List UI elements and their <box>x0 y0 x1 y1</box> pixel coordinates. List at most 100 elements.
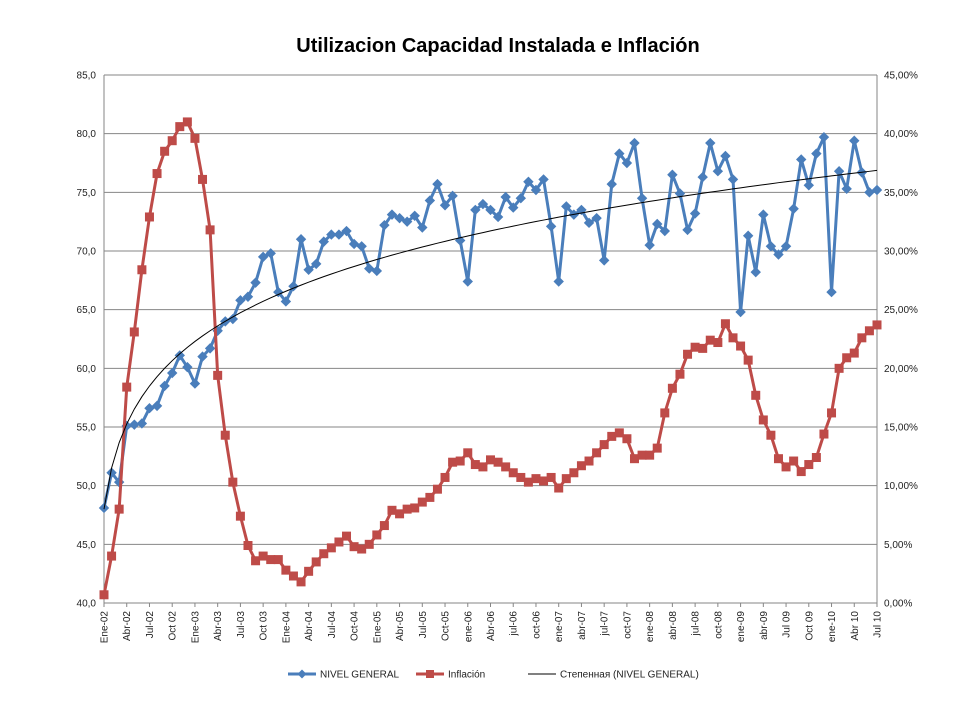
data-point-nivel-general <box>811 148 822 159</box>
data-point-nivel-general <box>833 166 845 177</box>
data-point-nivel-general <box>401 216 413 227</box>
x-tick-label: Oct 02 <box>168 611 179 641</box>
y-right-tick-label: 20,00% <box>884 364 918 375</box>
data-point-nivel-general <box>265 248 276 259</box>
data-point-nivel-general <box>409 210 420 222</box>
data-point-inflacion <box>258 551 268 561</box>
legend-label: Inflación <box>448 670 485 681</box>
x-tick-label: Abr 10 <box>850 611 861 641</box>
data-point-nivel-general <box>773 249 784 260</box>
data-point-nivel-general <box>364 263 375 274</box>
y-left-tick-label: 55,0 <box>77 423 97 434</box>
data-point-nivel-general <box>439 200 451 211</box>
data-point-inflacion <box>342 531 352 541</box>
y-right-tick-label: 45,00% <box>884 71 918 82</box>
data-point-nivel-general <box>318 236 329 247</box>
data-point-nivel-general <box>432 178 443 190</box>
data-point-nivel-general <box>674 188 686 199</box>
x-tick-label: ene-06 <box>463 611 474 643</box>
data-point-inflacion <box>561 474 571 484</box>
data-point-inflacion <box>796 467 806 477</box>
data-point-inflacion <box>198 174 208 184</box>
x-tick-label: Abr-05 <box>395 611 406 641</box>
y-left-tick-label: 50,0 <box>77 481 97 492</box>
y-left-tick-label: 45,0 <box>77 540 97 551</box>
data-point-nivel-general <box>242 291 254 302</box>
x-tick-label: jul-08 <box>691 611 702 637</box>
data-point-nivel-general <box>796 154 807 165</box>
data-point-nivel-general <box>182 361 193 373</box>
data-point-nivel-general <box>606 178 617 190</box>
data-point-inflacion <box>296 577 306 587</box>
data-point-nivel-general <box>492 211 504 223</box>
data-point-nivel-general <box>333 229 345 240</box>
x-tick-label: Ene-05 <box>372 611 383 644</box>
data-point-inflacion <box>546 472 556 482</box>
legend-item-inflacion: Inflación <box>416 670 485 681</box>
data-point-nivel-general <box>712 166 724 177</box>
data-point-inflacion <box>152 169 162 179</box>
data-point-inflacion <box>698 343 708 353</box>
data-point-nivel-general <box>417 222 428 233</box>
data-point-nivel-general <box>720 150 731 162</box>
data-point-nivel-general <box>644 239 655 251</box>
data-point-nivel-general <box>871 184 883 196</box>
data-point-inflacion <box>751 390 761 400</box>
data-point-nivel-general <box>500 191 511 203</box>
data-point-inflacion <box>228 477 238 487</box>
data-point-nivel-general <box>394 212 405 224</box>
data-point-inflacion <box>599 440 609 450</box>
data-point-inflacion <box>137 265 147 275</box>
data-point-nivel-general <box>371 265 383 277</box>
data-point-inflacion <box>720 319 730 329</box>
legend-marker-square <box>426 670 434 678</box>
data-point-inflacion <box>379 521 389 531</box>
data-point-nivel-general <box>166 367 178 379</box>
data-point-nivel-general <box>515 192 527 204</box>
data-point-inflacion <box>440 472 450 482</box>
data-point-inflacion <box>554 483 564 493</box>
data-point-nivel-general <box>508 202 519 213</box>
data-point-inflacion <box>758 415 768 425</box>
data-point-inflacion <box>251 556 261 566</box>
legend-item-trendline: Степенная (NIVEL GENERAL) <box>528 670 699 681</box>
x-tick-label: Abr-03 <box>213 611 224 641</box>
y-right-tick-label: 25,00% <box>884 305 918 316</box>
data-point-inflacion <box>182 117 192 127</box>
data-point-inflacion <box>660 408 670 418</box>
data-point-nivel-general <box>591 212 602 224</box>
data-point-nivel-general <box>341 225 352 237</box>
legend: NIVEL GENERAL Inflación Степенная (NIVEL G… <box>288 669 699 681</box>
x-tick-label: jul-06 <box>509 611 520 637</box>
x-tick-label: abr-08 <box>668 611 679 640</box>
data-point-nivel-general <box>788 203 799 214</box>
data-point-inflacion <box>486 455 495 465</box>
x-tick-label: ene-08 <box>645 611 656 643</box>
data-point-inflacion <box>349 542 359 552</box>
data-point-nivel-general <box>697 171 708 183</box>
data-point-nivel-general <box>470 204 481 216</box>
data-point-nivel-general <box>621 157 633 169</box>
data-point-inflacion <box>220 430 230 440</box>
y-left-tick-label: 70,0 <box>77 247 97 258</box>
data-point-nivel-general <box>288 280 299 292</box>
data-point-nivel-general <box>689 208 701 219</box>
data-point-inflacion <box>107 551 117 561</box>
axes: 40,0 0,00% 45,0 5,00% 50,0 10,00% 55,0 15,00% 60… <box>77 71 918 644</box>
data-point-nivel-general <box>106 467 117 478</box>
y-right-tick-label: 35,00% <box>884 188 918 199</box>
x-tick-label: Jul-03 <box>236 611 247 639</box>
data-point-inflacion <box>539 476 549 486</box>
data-point-inflacion <box>478 462 488 472</box>
data-point-nivel-general <box>356 241 367 252</box>
data-point-inflacion <box>728 333 738 343</box>
x-tick-label: ene-10 <box>827 611 838 643</box>
x-tick-label: oct-06 <box>531 611 542 639</box>
data-point-inflacion <box>273 555 283 565</box>
legend-label: Степенная (NIVEL GENERAL) <box>560 670 699 681</box>
data-point-nivel-general <box>705 137 716 149</box>
data-point-nivel-general <box>174 350 185 361</box>
y-right-tick-label: 5,00% <box>884 540 912 551</box>
x-tick-label: Oct-05 <box>441 611 452 641</box>
data-point-inflacion <box>167 136 177 146</box>
